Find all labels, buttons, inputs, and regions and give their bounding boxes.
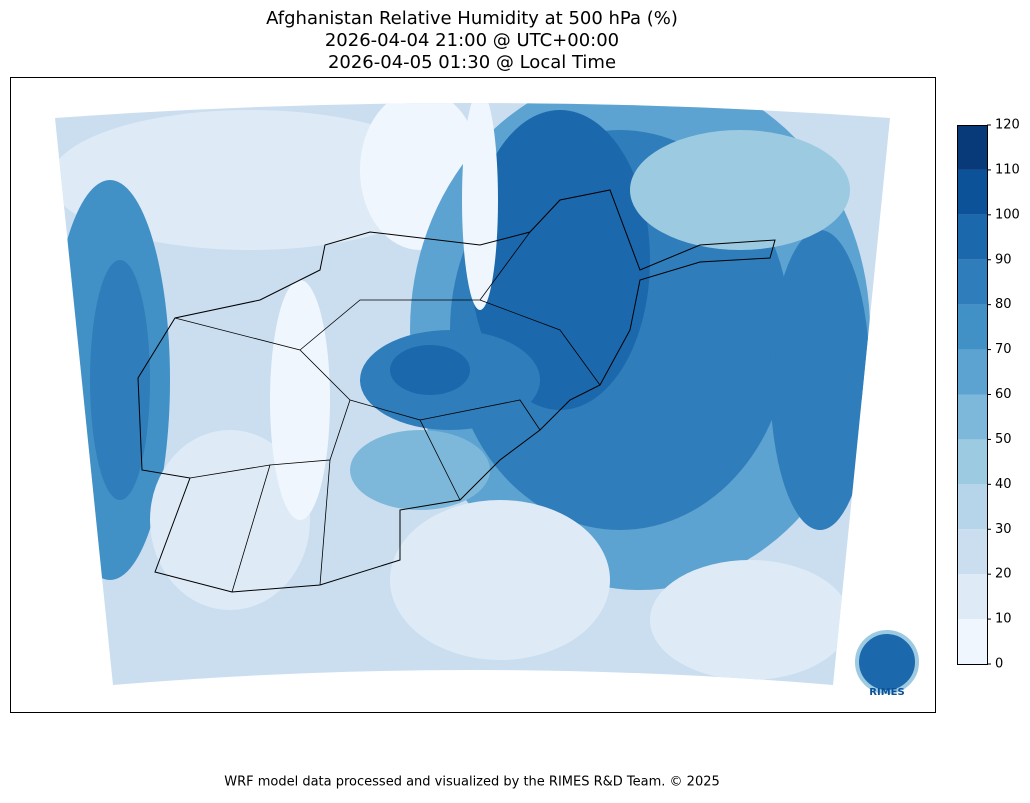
logo-emblem	[855, 630, 919, 694]
colorbar-tick-label: 0	[995, 657, 1003, 672]
colorbar-bin	[957, 394, 987, 440]
colorbar-tick-label: 70	[995, 342, 1012, 357]
colorbar-tick-label: 30	[995, 522, 1012, 537]
colorbar-bin	[957, 529, 987, 575]
colorbar-bin	[957, 169, 987, 215]
colorbar-bin	[957, 214, 987, 260]
colorbar-tick-label: 90	[995, 252, 1012, 267]
colorbar: 0 10 20 30 40 50 60 70 80 90 100 110 120	[957, 118, 1020, 672]
colorbar-tick-label: 50	[995, 432, 1012, 447]
colorbar-tick-label: 40	[995, 477, 1012, 492]
colorbar-bin	[957, 439, 987, 485]
colorbar-bin	[957, 574, 987, 620]
province-border	[174, 231, 601, 593]
logo-text: RIMES	[869, 687, 904, 698]
colorbar-bin	[957, 349, 987, 395]
map-frame	[10, 77, 936, 713]
colorbar-bin	[957, 125, 987, 170]
colorbar-tick-label: 60	[995, 387, 1012, 402]
colorbar-tick-label: 100	[995, 207, 1020, 222]
colorbar-tick-label: 20	[995, 567, 1012, 582]
colorbar-tick-label: 10	[995, 612, 1012, 627]
title-line: 2026-04-05 01:30 @ Local Time	[328, 52, 616, 73]
country-border	[137, 189, 776, 593]
colorbar-bin	[957, 304, 987, 350]
colorbar-tick-label: 110	[995, 162, 1020, 177]
humidity-field	[55, 103, 890, 685]
colorbar-frame	[957, 125, 988, 665]
colorbar-tick-label: 80	[995, 297, 1012, 312]
colorbar-tick-label: 120	[995, 118, 1020, 133]
title-line: Afghanistan Relative Humidity at 500 hPa…	[266, 8, 678, 29]
colorbar-bin	[957, 484, 987, 530]
colorbar-bin	[957, 259, 987, 305]
footer: WRF model data processed and visualized …	[224, 775, 720, 790]
title-line: 2026-04-04 21:00 @ UTC+00:00	[325, 30, 619, 51]
colorbar-bin	[957, 619, 987, 664]
